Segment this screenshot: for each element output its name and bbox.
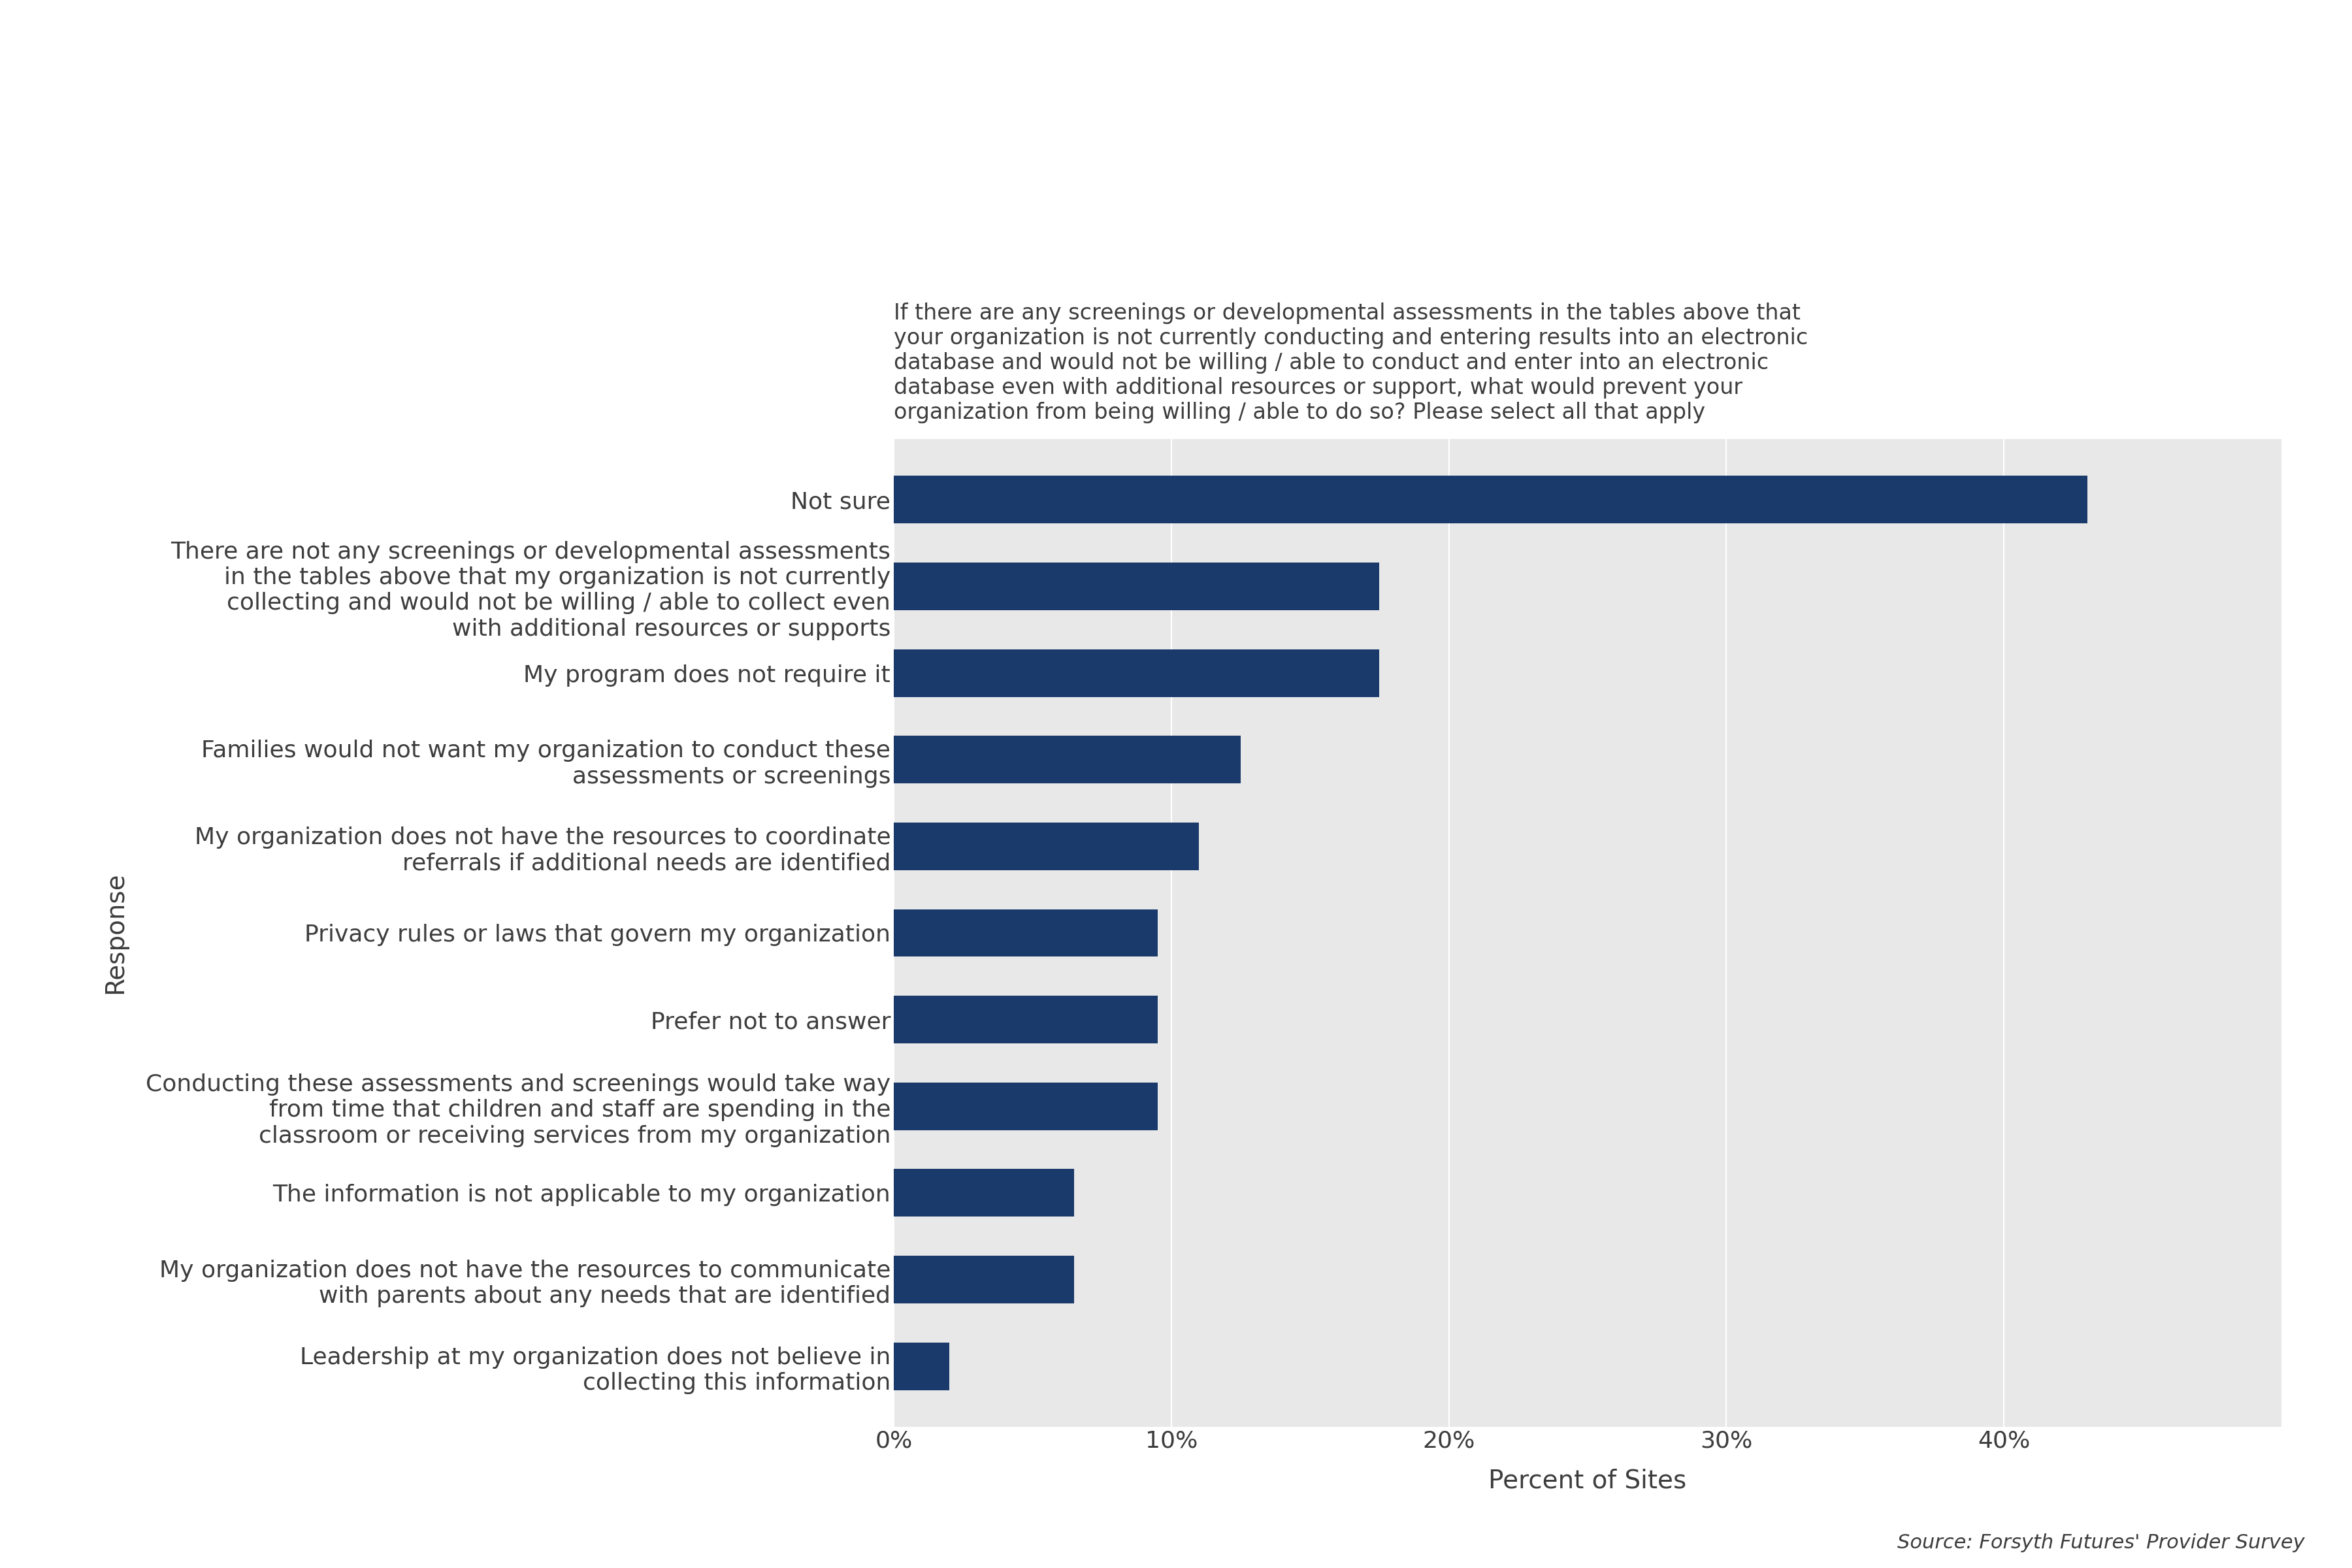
Bar xyxy=(894,475,2086,524)
Bar xyxy=(894,1256,1075,1303)
Text: Source: Forsyth Futures' Provider Survey: Source: Forsyth Futures' Provider Survey xyxy=(1898,1534,2305,1552)
Bar xyxy=(894,823,1200,870)
Y-axis label: Response: Response xyxy=(103,872,127,994)
X-axis label: Percent of Sites: Percent of Sites xyxy=(1489,1469,1686,1493)
Bar xyxy=(894,735,1242,784)
Text: If there are any screenings or developmental assessments in the tables above tha: If there are any screenings or developme… xyxy=(894,303,1809,423)
Bar xyxy=(894,563,1378,610)
Bar xyxy=(894,909,1157,956)
Bar xyxy=(894,1342,950,1391)
Bar xyxy=(894,996,1157,1043)
Bar xyxy=(894,1170,1075,1217)
Bar xyxy=(894,649,1378,696)
Bar xyxy=(894,1082,1157,1131)
